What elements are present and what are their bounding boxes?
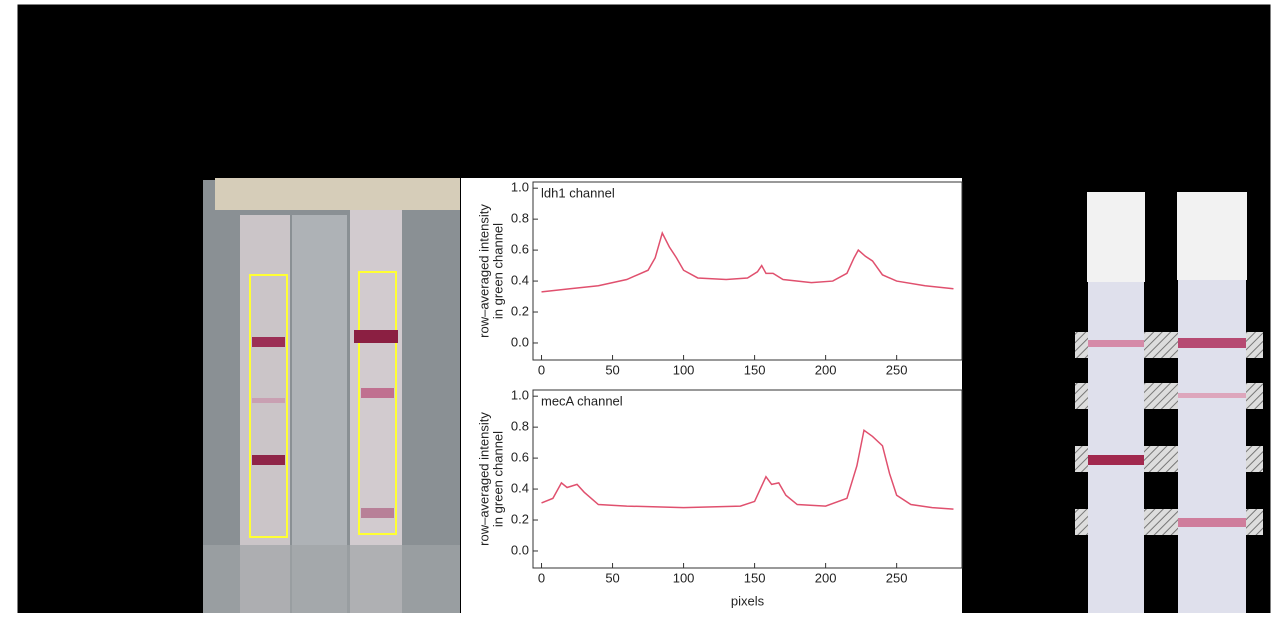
y-tick-label: 0.0: [511, 542, 529, 557]
y-tick-label: 0.2: [511, 303, 529, 318]
y-axis-label: row–averaged intensity: [476, 204, 491, 338]
y-tick-label: 0.4: [511, 272, 529, 287]
data-line: [541, 428, 954, 510]
x-tick-label: 100: [673, 362, 695, 377]
x-tick-label: 50: [605, 570, 619, 585]
x-tick-label: 200: [815, 570, 837, 585]
plot-frame: [532, 181, 963, 361]
data-line: [541, 231, 954, 293]
y-tick-label: 1.0: [511, 388, 529, 403]
y-tick-label: 1.0: [511, 180, 529, 195]
y-tick-label: 0.8: [511, 211, 529, 226]
x-tick-label: 0: [538, 362, 545, 377]
y-tick-label: 0.6: [511, 450, 529, 465]
y-axis-label: in green channel: [490, 223, 505, 319]
y-tick-label: 0.4: [511, 480, 529, 495]
y-tick-label: 0.0: [511, 334, 529, 349]
x-tick-label: 0: [538, 570, 545, 585]
y-tick-label: 0.6: [511, 242, 529, 257]
x-tick-label: 200: [815, 362, 837, 377]
cartridge-photo: [203, 178, 460, 613]
x-tick-label: 250: [886, 570, 908, 585]
y-tick-label: 0.8: [511, 419, 529, 434]
y-axis-label: row–averaged intensity: [476, 412, 491, 546]
x-tick-label: 50: [605, 362, 619, 377]
chart-title: ldh1 channel: [541, 185, 615, 200]
y-tick-label: 0.2: [511, 511, 529, 526]
x-tick-label: 250: [886, 362, 908, 377]
chart-panel: [461, 178, 962, 613]
x-tick-label: 100: [673, 570, 695, 585]
y-axis-label: in green channel: [490, 431, 505, 527]
plot-frame: [532, 389, 963, 569]
x-tick-label: 150: [744, 362, 766, 377]
chart-title: mecA channel: [541, 393, 623, 408]
x-tick-label: 150: [744, 570, 766, 585]
x-axis-label: pixels: [731, 593, 765, 608]
strip-photo: [1075, 192, 1263, 613]
